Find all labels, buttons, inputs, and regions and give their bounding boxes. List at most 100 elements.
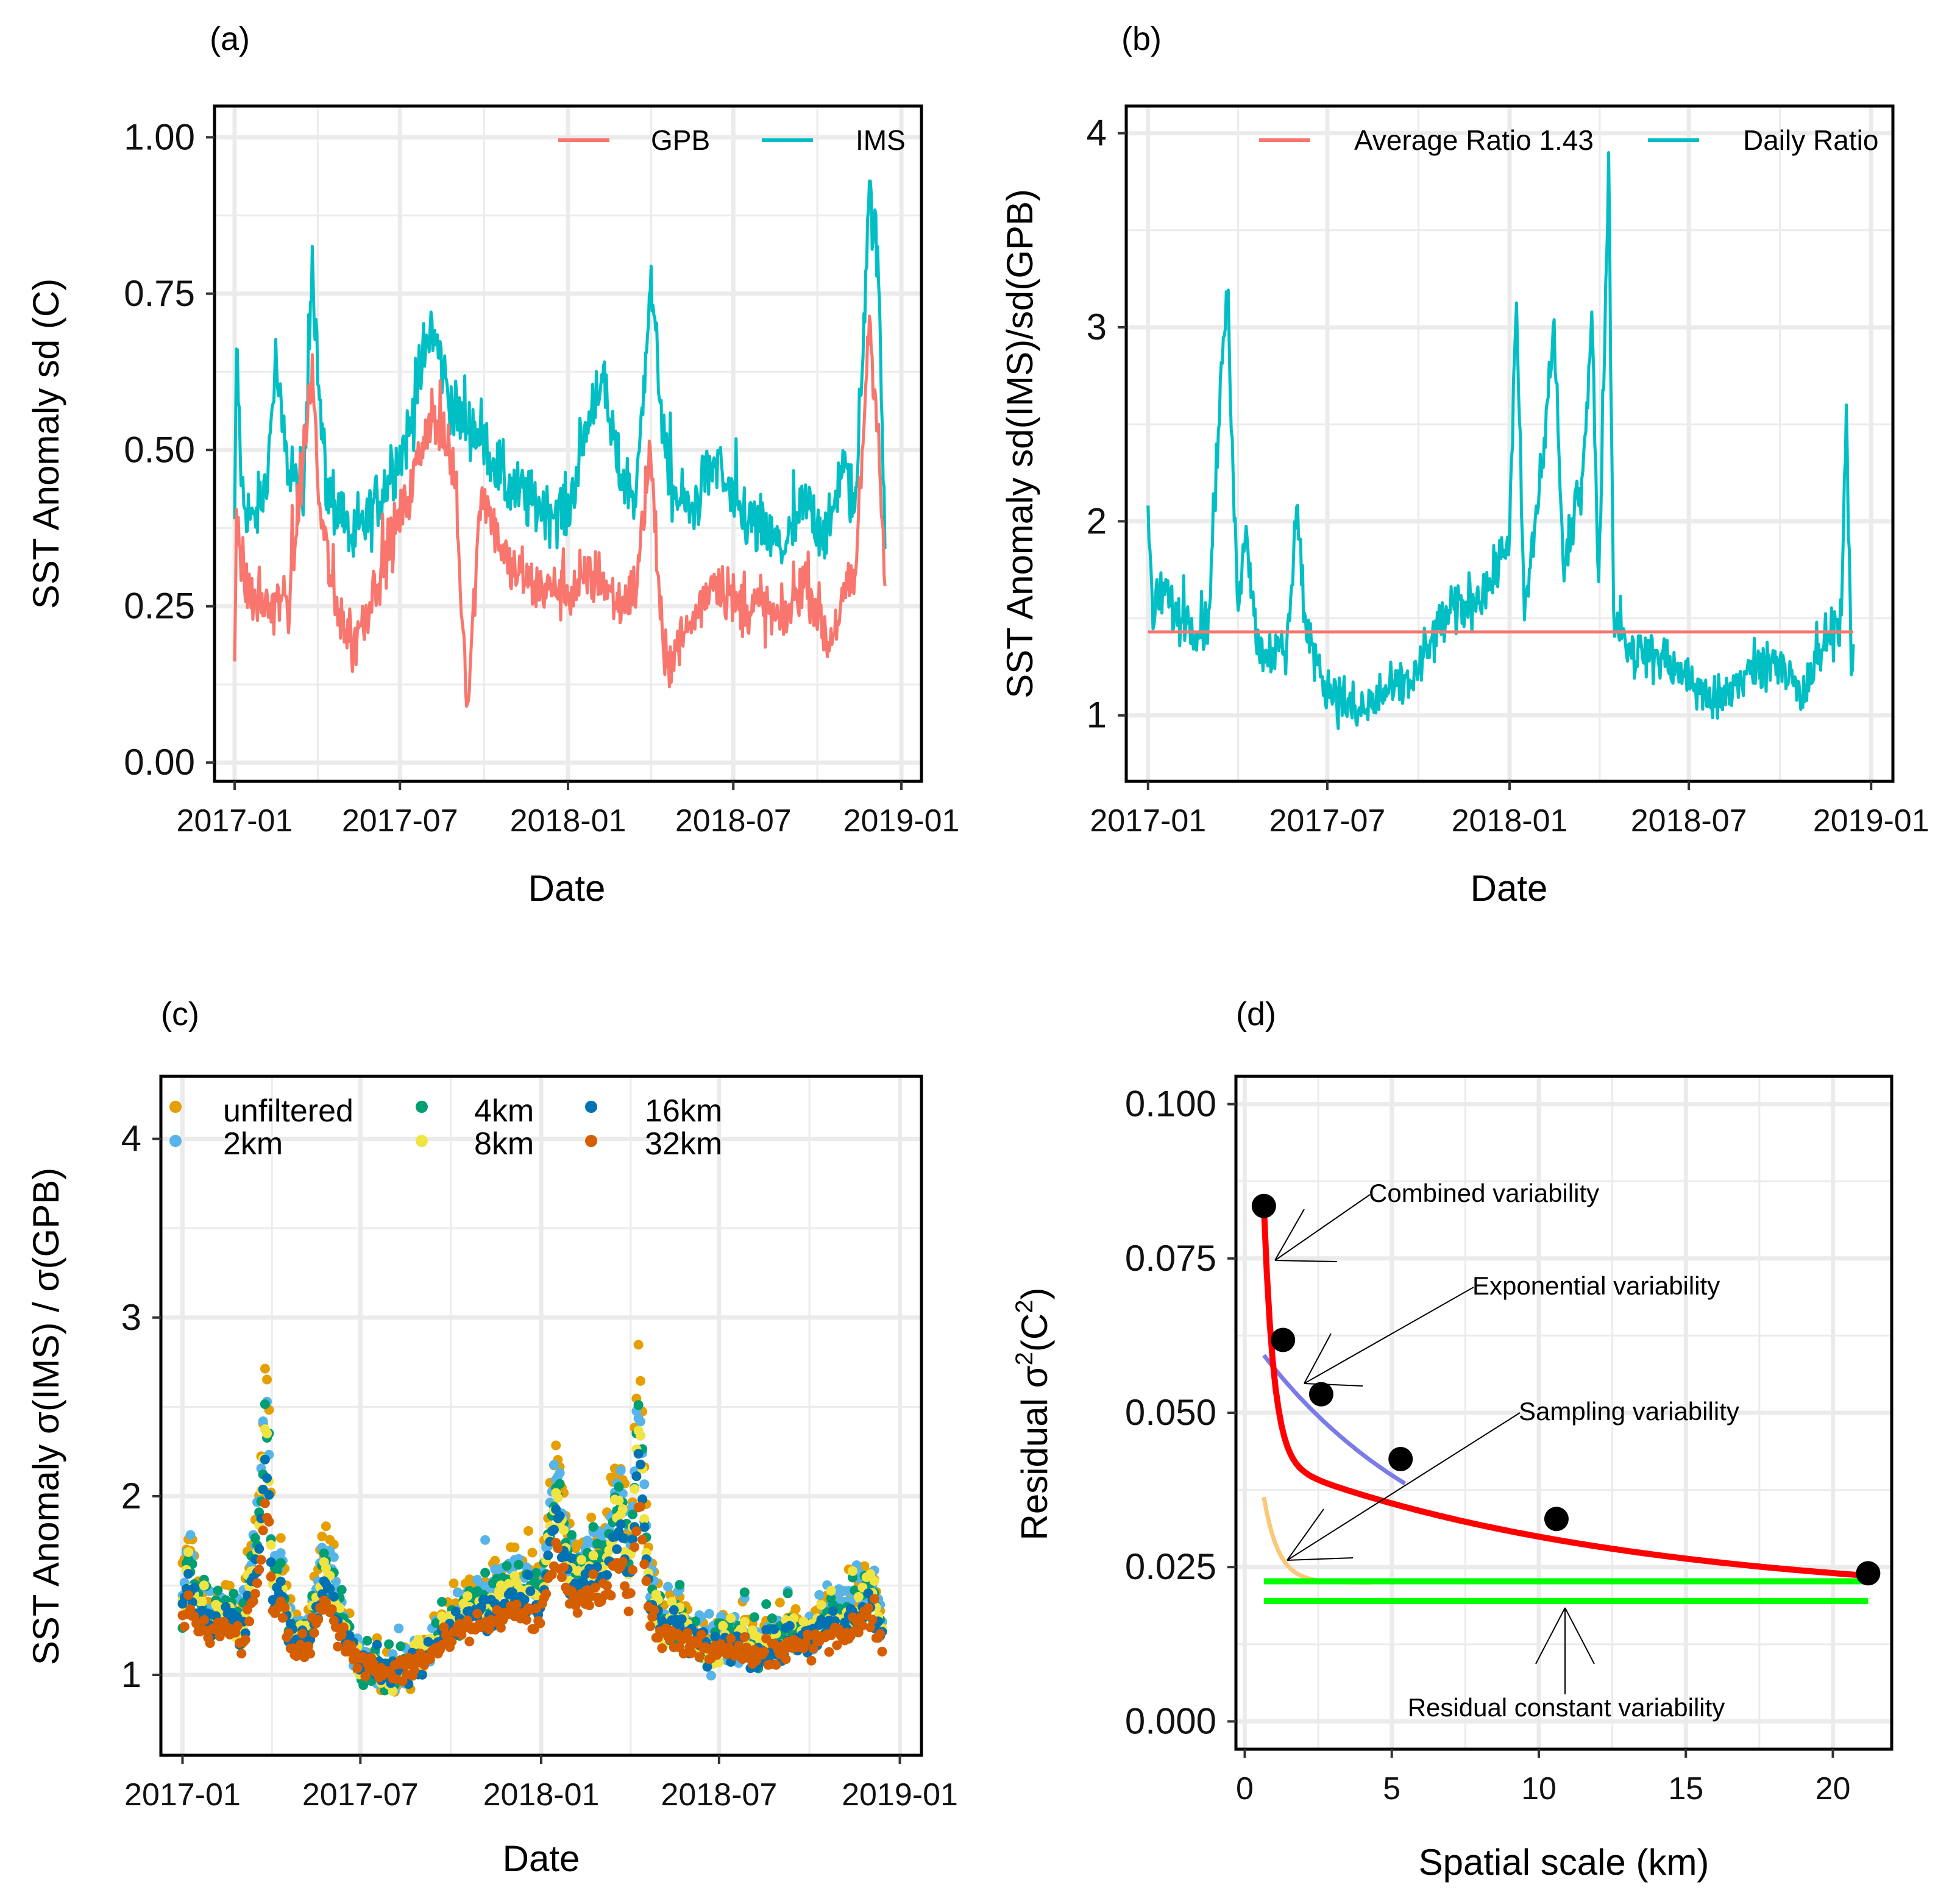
point-2km bbox=[185, 1530, 196, 1540]
point-32km bbox=[256, 1555, 266, 1565]
point-4km bbox=[588, 1522, 598, 1532]
arrow-combined-head-2 bbox=[1274, 1260, 1338, 1262]
legend-average-label: Average Ratio 1.43 bbox=[1354, 124, 1594, 156]
point-16km bbox=[637, 1494, 648, 1504]
point-16km bbox=[631, 1471, 642, 1482]
panel-b-xlabel: Date bbox=[1471, 868, 1548, 909]
legend-gpb-label: GPB bbox=[651, 124, 710, 156]
panel-a-legend: GPB IMS bbox=[558, 124, 906, 156]
point-32km bbox=[869, 1594, 879, 1604]
point-8km bbox=[503, 1579, 514, 1589]
arrow-combined-head-1 bbox=[1274, 1209, 1305, 1261]
point-16km bbox=[254, 1544, 264, 1554]
point-16km bbox=[325, 1583, 335, 1594]
x-tick-label: 20 bbox=[1816, 1771, 1851, 1806]
point-16km bbox=[555, 1511, 565, 1521]
annotation-exponential-variability: Exponential variability bbox=[1472, 1271, 1720, 1300]
point-16km bbox=[628, 1534, 637, 1544]
point-32km bbox=[297, 1629, 308, 1639]
data-point bbox=[1856, 1561, 1881, 1586]
point-2km bbox=[616, 1465, 626, 1476]
point-32km bbox=[800, 1638, 811, 1648]
point-4km bbox=[213, 1585, 223, 1596]
y-tick-label: 0.050 bbox=[1125, 1392, 1216, 1433]
point-32km bbox=[649, 1605, 659, 1615]
point-32km bbox=[620, 1581, 630, 1591]
point-8km bbox=[335, 1603, 345, 1613]
point-16km bbox=[669, 1605, 679, 1615]
panel-d-xlabel: Spatial scale (km) bbox=[1419, 1842, 1709, 1883]
x-tick-label: 5 bbox=[1383, 1771, 1400, 1806]
point-4km bbox=[614, 1482, 624, 1492]
arrow-sampling-head-1 bbox=[1287, 1508, 1324, 1561]
point-8km bbox=[321, 1563, 331, 1573]
point-2km bbox=[480, 1535, 491, 1545]
point-32km bbox=[779, 1646, 789, 1656]
point-4km bbox=[358, 1680, 369, 1690]
point-32km bbox=[606, 1590, 616, 1600]
point-16km bbox=[617, 1533, 628, 1543]
y-tick-label: 1.00 bbox=[124, 116, 195, 157]
y-tick-label: 0.50 bbox=[124, 429, 195, 470]
point-32km bbox=[759, 1647, 769, 1657]
panel-label-b: (b) bbox=[1121, 21, 1162, 57]
point-32km bbox=[277, 1613, 288, 1623]
point-unfiltered bbox=[633, 1340, 644, 1350]
legend-2km-dot bbox=[169, 1135, 182, 1147]
y-tick-label: 2 bbox=[121, 1476, 141, 1516]
x-tick-label: 2017-01 bbox=[124, 1777, 241, 1813]
point-32km bbox=[726, 1633, 736, 1644]
point-32km bbox=[635, 1502, 645, 1512]
x-tick-label: 2019-01 bbox=[1813, 803, 1929, 839]
point-32km bbox=[867, 1614, 878, 1625]
y-tick-label: 0.00 bbox=[124, 742, 195, 783]
point-16km bbox=[784, 1621, 795, 1631]
point-4km bbox=[761, 1599, 772, 1609]
legend-8km-dot bbox=[416, 1135, 428, 1147]
point-32km bbox=[338, 1622, 349, 1632]
annotation-combined-variability: Combined variability bbox=[1369, 1179, 1599, 1207]
point-8km bbox=[614, 1496, 624, 1506]
arrow-sampling-head-2 bbox=[1287, 1557, 1354, 1561]
point-2km bbox=[706, 1671, 716, 1681]
point-32km bbox=[751, 1655, 762, 1666]
point-32km bbox=[556, 1572, 567, 1582]
arrow-exponential-shaft bbox=[1304, 1287, 1474, 1384]
point-2km bbox=[814, 1590, 825, 1600]
point-16km bbox=[578, 1577, 589, 1587]
point-32km bbox=[260, 1498, 270, 1508]
y-tick-label: 0.025 bbox=[1125, 1546, 1216, 1587]
x-tick-label: 2019-01 bbox=[843, 803, 960, 839]
point-32km bbox=[771, 1660, 781, 1670]
x-tick-label: 15 bbox=[1668, 1771, 1703, 1806]
point-4km bbox=[260, 1399, 270, 1409]
point-32km bbox=[283, 1628, 294, 1638]
point-2km bbox=[258, 1416, 268, 1426]
point-16km bbox=[633, 1449, 644, 1459]
arrow-exponential-head-2 bbox=[1304, 1383, 1363, 1387]
point-2km bbox=[704, 1608, 714, 1619]
x-tick-label: 2017-01 bbox=[177, 803, 293, 839]
point-32km bbox=[305, 1649, 316, 1659]
point-4km bbox=[250, 1533, 260, 1543]
point-8km bbox=[789, 1613, 799, 1624]
point-32km bbox=[683, 1628, 693, 1638]
point-8km bbox=[559, 1525, 569, 1535]
point-16km bbox=[761, 1625, 772, 1635]
point-16km bbox=[275, 1576, 286, 1586]
point-32km bbox=[553, 1543, 563, 1554]
point-32km bbox=[559, 1562, 569, 1572]
data-point bbox=[1308, 1382, 1333, 1407]
point-32km bbox=[628, 1565, 637, 1575]
point-2km bbox=[555, 1468, 565, 1478]
point-8km bbox=[266, 1540, 276, 1550]
point-32km bbox=[863, 1603, 873, 1613]
point-32km bbox=[623, 1607, 634, 1616]
panel-c-legend: unfiltered 2km 4km 8km 16km 32km bbox=[169, 1093, 722, 1162]
point-32km bbox=[678, 1649, 689, 1659]
x-tick-label: 2019-01 bbox=[842, 1777, 958, 1813]
point-unfiltered bbox=[490, 1555, 500, 1566]
y-tick-label: 0.000 bbox=[1125, 1700, 1216, 1741]
point-16km bbox=[417, 1669, 427, 1680]
point-unfiltered bbox=[262, 1374, 272, 1385]
